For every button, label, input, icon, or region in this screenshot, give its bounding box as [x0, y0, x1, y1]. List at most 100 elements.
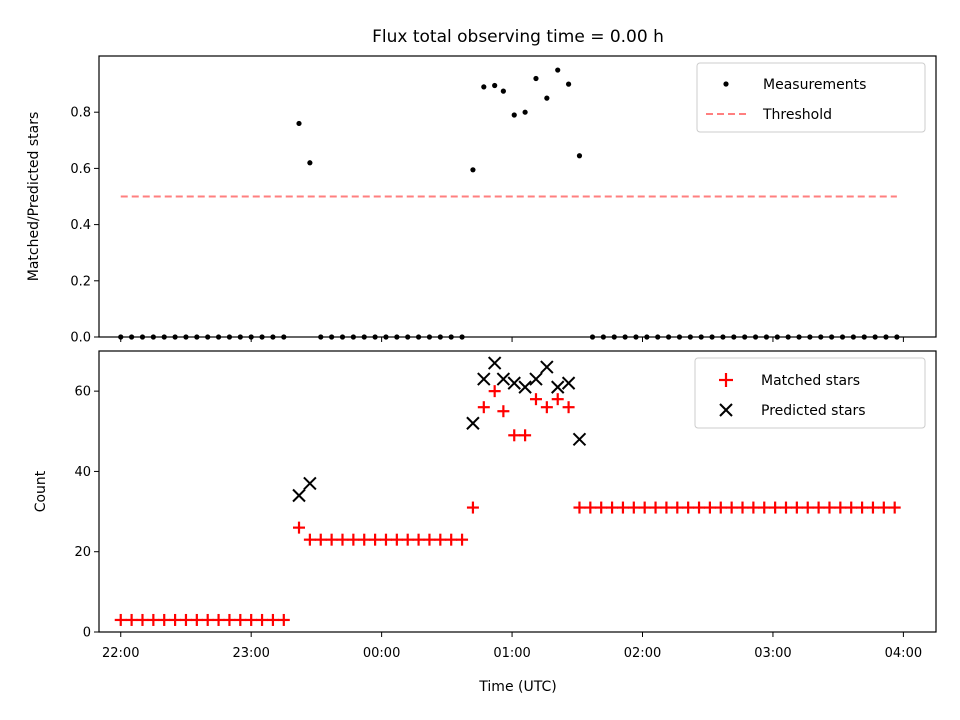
ratio-y-tick-label: 0.2 — [70, 274, 91, 289]
count-y-tick-label: 60 — [74, 385, 91, 400]
matched-stars-point — [190, 613, 203, 626]
predicted-stars-point — [551, 380, 565, 394]
measurement-point — [894, 334, 900, 340]
predicted-legend-icon — [719, 403, 733, 417]
measurement-point — [709, 334, 715, 340]
measurement-point — [448, 334, 454, 340]
measurement-point — [215, 334, 222, 340]
matched-stars-point — [325, 533, 338, 546]
measurement-point — [600, 334, 606, 340]
measurement-point — [183, 334, 189, 340]
matched-stars-point — [434, 533, 447, 546]
predicted-stars-point — [466, 416, 480, 430]
matched-stars-point — [703, 501, 716, 514]
measurement-point — [544, 95, 550, 101]
measurement-point — [350, 334, 356, 340]
matched-stars-point — [823, 501, 836, 514]
measurement-point — [698, 334, 704, 340]
matched-stars-point — [234, 613, 247, 626]
ratio-y-tick-label: 0.8 — [70, 106, 91, 121]
count-x-ticks: 22:00 23:00 00:00 01:00 02:00 03:00 04:00 — [102, 632, 922, 661]
x-tick-label: 04:00 — [885, 646, 922, 661]
x-tick-label: 01:00 — [493, 646, 530, 661]
count-y-axis-label: Count — [33, 470, 49, 512]
matched-stars-point — [584, 501, 597, 514]
matched-stars-point — [877, 501, 890, 514]
matched-stars-point — [390, 533, 403, 546]
predicted-stars-point — [477, 372, 491, 386]
measurement-point — [470, 167, 476, 173]
measurement-point — [774, 334, 780, 340]
count-y-ticks: 0 20 40 60 — [74, 385, 99, 641]
measurement-point — [720, 334, 726, 340]
matched-stars-point — [336, 533, 349, 546]
matched-stars-point — [223, 613, 236, 626]
measurement-point — [248, 334, 254, 340]
matched-stars-point — [573, 501, 586, 514]
matched-stars-point — [627, 501, 640, 514]
measurement-point — [807, 334, 813, 340]
measurement-point — [426, 334, 433, 340]
measurement-point — [383, 334, 389, 340]
measurement-point — [861, 334, 867, 340]
ratio-plot-frame — [98, 55, 937, 338]
measurement-point — [500, 88, 506, 94]
count-legend: Matched stars Predicted stars — [694, 357, 926, 429]
x-tick-label: 02:00 — [624, 646, 661, 661]
matched-stars-point — [551, 393, 564, 406]
matched-stars-point — [158, 613, 171, 626]
measurement-point — [576, 153, 583, 159]
matched-stars-point — [445, 533, 458, 546]
matched-stars-point — [125, 613, 138, 626]
matched-legend-icon — [719, 373, 733, 387]
matched-stars-point — [477, 401, 490, 414]
matched-stars-point — [616, 501, 629, 514]
ratio-x-ticks — [120, 337, 904, 342]
predicted-legend-label: Predicted stars — [761, 403, 866, 419]
matched-stars-point — [466, 501, 479, 514]
x-tick-label: 00:00 — [363, 646, 400, 661]
measurement-point — [839, 334, 846, 340]
measurements-legend-icon — [723, 81, 729, 87]
ratio-panel: 0.00.20.40.60.8 Matched/Predicted stars … — [26, 55, 937, 346]
matched-stars-point — [606, 501, 619, 514]
matched-stars-point — [801, 501, 814, 514]
ratio-legend-frame — [696, 62, 926, 133]
measurement-point — [226, 334, 233, 340]
matched-stars-point — [497, 405, 510, 418]
matched-stars-point — [736, 501, 749, 514]
measurement-point — [589, 334, 596, 340]
measurement-point — [318, 334, 324, 340]
measurement-point — [731, 334, 737, 340]
measurement-point — [883, 334, 889, 340]
matched-stars-point — [714, 501, 727, 514]
measurement-point — [394, 334, 400, 340]
measurement-point — [796, 334, 802, 340]
count-y-tick-label: 20 — [74, 545, 91, 560]
predicted-stars-point — [572, 432, 587, 447]
matched-stars-point — [834, 501, 847, 514]
matched-stars-point — [693, 501, 706, 514]
measurement-point — [205, 334, 211, 340]
matched-stars-point — [769, 501, 782, 514]
matched-stars-point — [379, 533, 392, 546]
matched-stars-point — [245, 613, 258, 626]
threshold-legend-label: Threshold — [762, 107, 832, 123]
measurement-point — [481, 84, 487, 90]
count-legend-frame — [694, 357, 926, 429]
matched-stars-point — [169, 613, 182, 626]
measurement-point — [665, 334, 672, 340]
matched-stars-point — [212, 613, 225, 626]
measurement-point — [329, 334, 335, 340]
count-marks — [114, 356, 901, 626]
measurement-point — [492, 82, 498, 89]
matched-stars-point — [595, 501, 608, 514]
measurement-point — [139, 334, 146, 340]
matched-stars-point — [812, 501, 825, 514]
matched-stars-point — [845, 501, 858, 514]
ratio-y-axis-label: Matched/Predicted stars — [26, 112, 42, 282]
matched-stars-point — [856, 501, 869, 514]
matched-stars-point — [256, 613, 269, 626]
measurement-point — [676, 334, 683, 340]
